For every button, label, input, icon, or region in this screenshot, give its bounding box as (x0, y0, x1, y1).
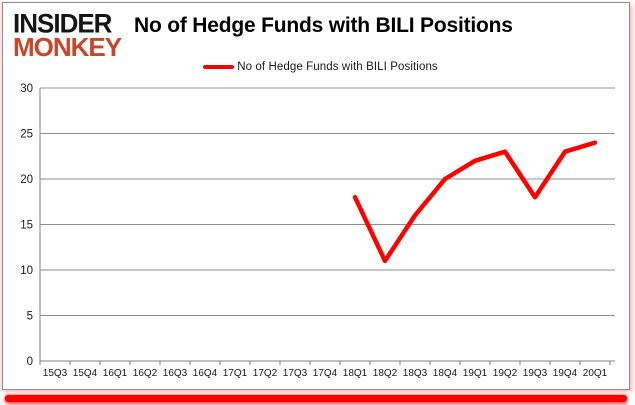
x-tick-label: 16Q3 (163, 368, 188, 379)
y-tick-label: 15 (20, 220, 33, 232)
x-tick-label: 18Q2 (373, 368, 398, 379)
x-tick-label: 15Q3 (43, 368, 68, 379)
y-tick-label: 25 (20, 129, 33, 141)
x-tick-label: 16Q4 (193, 368, 218, 379)
logo-text-monkey: MONKEY (13, 31, 122, 62)
chart-card: INSIDER MONKEY No of Hedge Funds with BI… (2, 2, 630, 390)
x-tick-label: 19Q1 (463, 368, 488, 379)
x-tick-label: 18Q4 (433, 368, 458, 379)
y-tick-label: 20 (20, 174, 33, 186)
y-tick-label: 0 (27, 356, 33, 368)
data-line (352, 140, 598, 264)
x-tick-label: 15Q4 (73, 368, 98, 379)
x-tick-label: 17Q4 (313, 368, 338, 379)
insider-monkey-logo: INSIDER MONKEY (13, 7, 131, 62)
x-tick-label: 18Q3 (403, 368, 428, 379)
x-tick-label: 20Q1 (583, 368, 608, 379)
legend-label: No of Hedge Funds with BILI Positions (237, 61, 438, 73)
x-tick-label: 17Q3 (283, 368, 308, 379)
x-tick-label: 19Q3 (523, 368, 548, 379)
red-accent-bar (5, 395, 627, 402)
y-tick-label: 30 (20, 83, 33, 95)
x-tick-label: 18Q1 (343, 368, 368, 379)
chart-title: No of Hedge Funds with BILI Positions (134, 14, 513, 37)
x-tick-label: 19Q4 (553, 368, 578, 379)
legend: No of Hedge Funds with BILI Positions (3, 59, 635, 75)
y-tick-label: 10 (20, 265, 33, 277)
legend-line-swatch (203, 64, 235, 70)
logo-text-insider: INSIDER (13, 7, 112, 39)
x-tick-label: 16Q1 (103, 368, 128, 379)
x-tick-label: 19Q2 (493, 368, 518, 379)
x-tick-label: 16Q2 (133, 368, 158, 379)
x-tick-label: 17Q1 (223, 368, 248, 379)
y-tick-label: 5 (27, 311, 33, 323)
x-tick-label: 17Q2 (253, 368, 278, 379)
